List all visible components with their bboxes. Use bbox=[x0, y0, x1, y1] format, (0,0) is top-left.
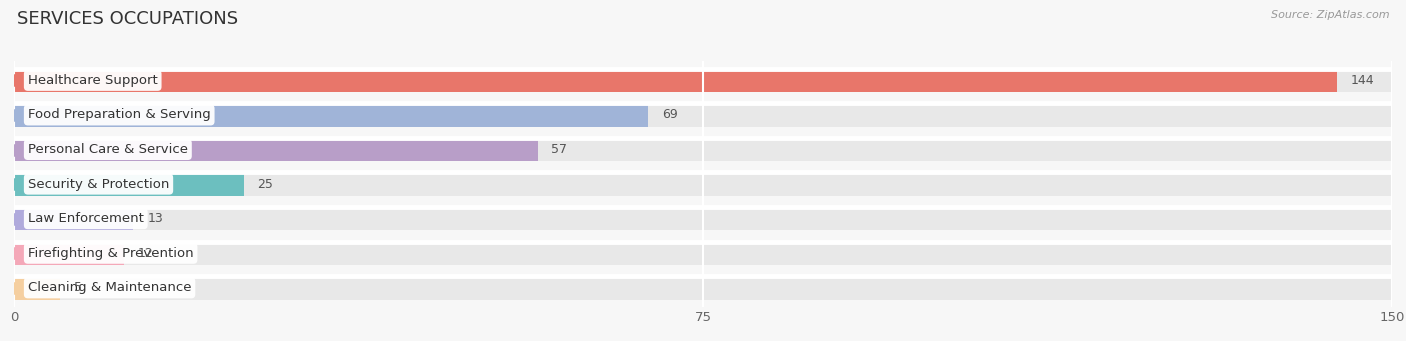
Bar bbox=[14, 69, 1392, 92]
Text: 57: 57 bbox=[551, 143, 568, 156]
Bar bbox=[14, 103, 648, 127]
Bar bbox=[14, 276, 1392, 300]
Text: Personal Care & Service: Personal Care & Service bbox=[28, 143, 188, 156]
Bar bbox=[14, 138, 537, 161]
Text: Food Preparation & Serving: Food Preparation & Serving bbox=[28, 108, 211, 121]
Bar bbox=[14, 173, 1392, 196]
Bar bbox=[14, 241, 1392, 265]
Text: Firefighting & Prevention: Firefighting & Prevention bbox=[28, 247, 194, 260]
Bar bbox=[14, 207, 1392, 231]
Bar bbox=[14, 276, 60, 300]
Text: Security & Protection: Security & Protection bbox=[28, 178, 169, 191]
Text: SERVICES OCCUPATIONS: SERVICES OCCUPATIONS bbox=[17, 10, 238, 28]
Text: 25: 25 bbox=[257, 178, 273, 191]
Text: Healthcare Support: Healthcare Support bbox=[28, 74, 157, 87]
Bar bbox=[14, 138, 1392, 161]
Bar bbox=[14, 241, 124, 265]
Bar bbox=[14, 173, 243, 196]
Text: 13: 13 bbox=[148, 212, 163, 225]
Text: 5: 5 bbox=[73, 281, 82, 294]
Bar bbox=[14, 103, 1392, 127]
Text: 69: 69 bbox=[662, 108, 678, 121]
Text: Law Enforcement: Law Enforcement bbox=[28, 212, 143, 225]
Bar bbox=[14, 69, 1337, 92]
Text: Cleaning & Maintenance: Cleaning & Maintenance bbox=[28, 281, 191, 294]
Text: 12: 12 bbox=[138, 247, 153, 260]
Text: Source: ZipAtlas.com: Source: ZipAtlas.com bbox=[1271, 10, 1389, 20]
Bar bbox=[14, 207, 134, 231]
Text: 144: 144 bbox=[1351, 74, 1374, 87]
